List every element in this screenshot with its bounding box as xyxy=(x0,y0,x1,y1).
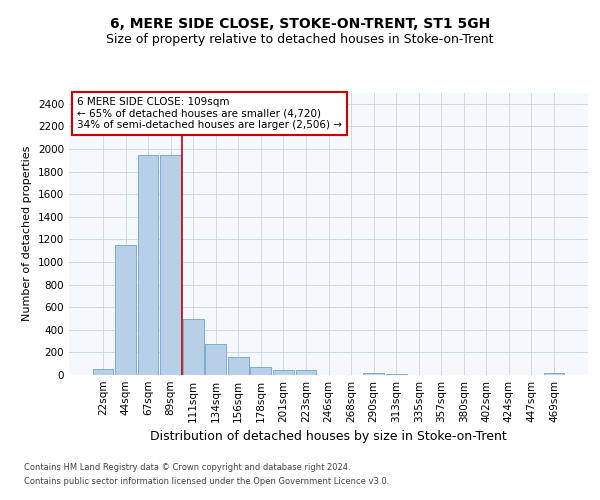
Bar xyxy=(386,374,407,375)
Bar xyxy=(205,344,226,375)
Bar xyxy=(183,318,203,375)
Bar xyxy=(115,245,136,375)
Text: Contains public sector information licensed under the Open Government Licence v3: Contains public sector information licen… xyxy=(24,478,389,486)
Bar xyxy=(363,374,384,375)
Bar xyxy=(250,366,271,375)
Bar xyxy=(160,154,181,375)
Bar xyxy=(273,370,294,375)
Bar xyxy=(228,358,248,375)
Text: 6, MERE SIDE CLOSE, STOKE-ON-TRENT, ST1 5GH: 6, MERE SIDE CLOSE, STOKE-ON-TRENT, ST1 … xyxy=(110,18,490,32)
Bar xyxy=(544,374,565,375)
X-axis label: Distribution of detached houses by size in Stoke-on-Trent: Distribution of detached houses by size … xyxy=(150,430,507,444)
Text: Contains HM Land Registry data © Crown copyright and database right 2024.: Contains HM Land Registry data © Crown c… xyxy=(24,462,350,471)
Bar xyxy=(296,370,316,375)
Text: Size of property relative to detached houses in Stoke-on-Trent: Size of property relative to detached ho… xyxy=(106,32,494,46)
Bar xyxy=(92,370,113,375)
Text: 6 MERE SIDE CLOSE: 109sqm
← 65% of detached houses are smaller (4,720)
34% of se: 6 MERE SIDE CLOSE: 109sqm ← 65% of detac… xyxy=(77,96,342,130)
Y-axis label: Number of detached properties: Number of detached properties xyxy=(22,146,32,322)
Bar xyxy=(137,154,158,375)
